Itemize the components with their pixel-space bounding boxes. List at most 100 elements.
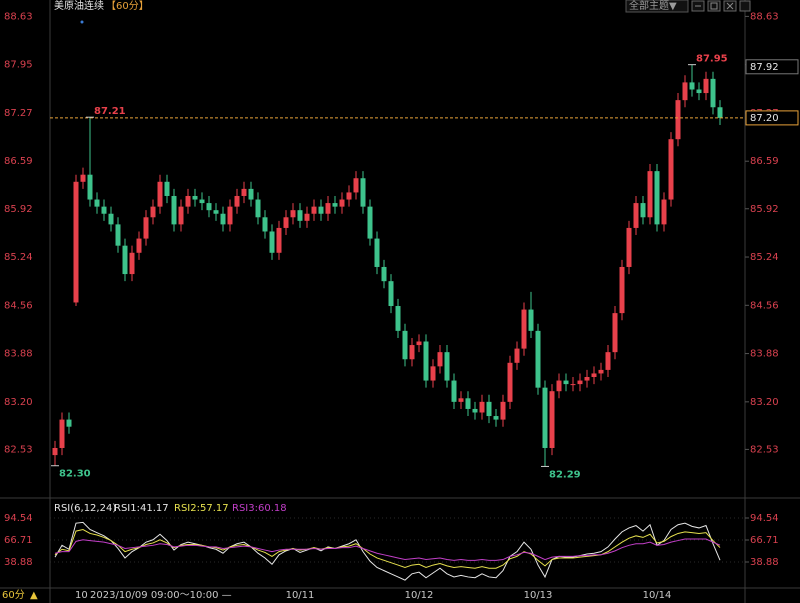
candle-body	[409, 345, 415, 360]
candle-body	[171, 195, 177, 225]
candle-body	[66, 419, 72, 427]
candle-body	[661, 199, 667, 225]
candle-body	[451, 380, 457, 402]
y-tick-label-right: 85.24	[750, 252, 779, 263]
y-tick-label-right: 82.53	[750, 444, 779, 455]
candle-body	[297, 210, 303, 221]
candle-body	[360, 178, 366, 207]
candle-body	[472, 408, 478, 413]
candle-body	[59, 419, 65, 448]
candle-body	[549, 391, 555, 448]
candle-body	[486, 401, 492, 417]
candle-body	[353, 178, 359, 193]
candle-body	[675, 100, 681, 140]
extreme-label: 87.95	[696, 54, 728, 65]
x-tick-label: 10/11	[286, 590, 315, 601]
footer-arrow[interactable]: ▲	[30, 590, 38, 601]
candle-body	[276, 227, 282, 253]
candle-body	[311, 206, 317, 214]
theme-button[interactable]	[625, 0, 689, 13]
candle-body	[185, 195, 191, 207]
candle-body	[346, 192, 352, 200]
y-tick-label-left: 38.88	[4, 557, 33, 568]
legend-entry: RSI3:60.18	[232, 503, 287, 514]
candle-body	[192, 195, 198, 200]
candle-body	[591, 373, 597, 378]
candle-body	[234, 195, 240, 207]
candle-body	[402, 330, 408, 360]
candle-body	[325, 203, 331, 214]
candle-body	[556, 380, 562, 392]
candle-body	[178, 206, 184, 225]
candle-body	[521, 309, 527, 349]
icon-button[interactable]	[707, 0, 721, 12]
candle-body	[507, 362, 513, 402]
x-tick-label: 10/12	[405, 590, 434, 601]
extreme-label: 82.30	[59, 469, 91, 480]
y-tick-label-left: 85.24	[4, 252, 33, 263]
candle-body	[584, 377, 590, 381]
indicator-title: RSI(6,12,24)	[54, 503, 116, 514]
candle-body	[395, 306, 401, 331]
candle-body	[577, 380, 583, 385]
candle-body	[703, 78, 709, 94]
y-tick-label-right: 66.71	[750, 535, 779, 546]
candle-body	[458, 398, 464, 402]
candle-body	[430, 366, 436, 381]
candle-body	[696, 89, 702, 94]
candle-body	[80, 174, 86, 182]
legend-entry: RSI2:57.17	[174, 503, 229, 514]
indicator-line	[54, 538, 721, 561]
candle-body	[626, 227, 632, 267]
candle-body	[612, 313, 618, 353]
y-tick-label-left: 86.59	[4, 156, 33, 167]
candle-body	[535, 330, 541, 388]
y-tick-label-right: 86.59	[750, 156, 779, 167]
candle-body	[416, 341, 422, 346]
candle-body	[318, 206, 324, 214]
icon-button[interactable]	[739, 0, 751, 12]
candle-body	[262, 217, 268, 232]
candle-body	[563, 380, 569, 385]
candle-body	[640, 203, 646, 218]
x-tick-label: 10.	[75, 590, 91, 601]
candle-body	[605, 352, 611, 370]
theme-button-label[interactable]: 全部主题▼	[629, 0, 677, 12]
price-box	[745, 59, 799, 75]
candle-body	[73, 181, 79, 303]
candle-body	[514, 348, 520, 363]
candle-body	[339, 199, 345, 207]
candle-body	[94, 199, 100, 207]
candle-body	[598, 369, 604, 374]
icon-glyph	[710, 2, 718, 10]
candle-body	[143, 217, 149, 239]
tooltip-box	[88, 589, 278, 602]
candle-body	[283, 217, 289, 228]
y-tick-label-right: 88.63	[750, 11, 779, 22]
candle-body	[542, 387, 548, 448]
footer-period: 60分	[2, 589, 25, 601]
candle-body	[381, 266, 387, 282]
candle-body	[157, 181, 163, 207]
candle-body	[150, 206, 156, 218]
candle-body	[199, 199, 205, 204]
period-label: 【60分】	[106, 0, 149, 12]
candle-body	[367, 206, 373, 239]
y-tick-label-right: 94.54	[750, 513, 779, 524]
price-box	[745, 110, 799, 126]
candle-body	[647, 171, 653, 218]
y-tick-label-left: 87.95	[4, 60, 33, 71]
y-tick-label-right: 84.56	[750, 300, 779, 311]
candle-body	[52, 447, 58, 456]
y-tick-label-right: 83.88	[750, 349, 779, 360]
candle-body	[213, 210, 219, 214]
candle-body	[290, 210, 296, 218]
y-tick-label-left: 66.71	[4, 535, 33, 546]
candle-body	[423, 341, 429, 381]
candle-body	[108, 213, 114, 225]
candle-body	[668, 139, 674, 200]
candle-body	[115, 224, 121, 246]
